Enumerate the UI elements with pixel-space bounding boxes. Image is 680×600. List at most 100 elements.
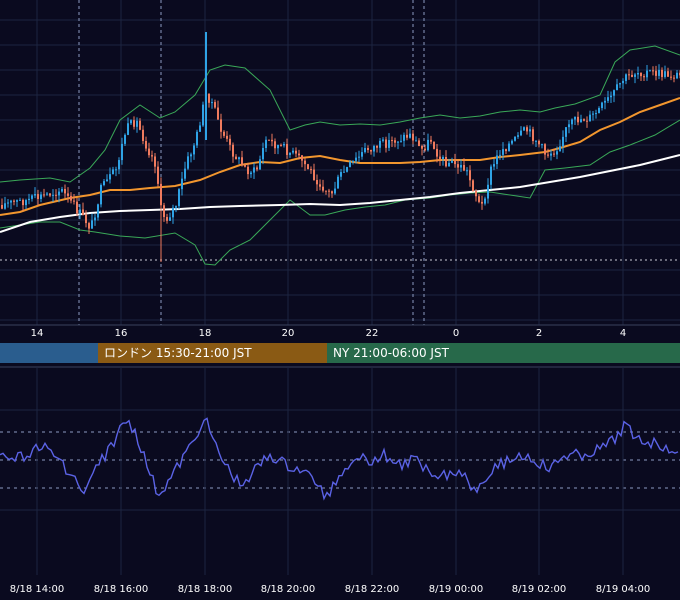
candle-body — [382, 139, 384, 141]
candle-body — [292, 150, 294, 153]
candle-body — [211, 102, 213, 104]
candle-body — [310, 169, 312, 171]
candle-body — [118, 160, 120, 170]
candle-body — [223, 131, 225, 136]
candle-body — [370, 149, 372, 152]
candle-body — [136, 120, 138, 127]
candle-body — [67, 193, 69, 196]
candle-body — [355, 157, 357, 161]
candle-body — [445, 156, 447, 167]
x-tick-label: 2 — [535, 328, 543, 339]
candle-body — [40, 194, 42, 199]
candle-body — [628, 74, 630, 76]
candle-body — [415, 140, 417, 142]
candle-body — [619, 83, 621, 85]
candle-body — [364, 148, 366, 153]
candle-body — [595, 113, 597, 115]
candle-body — [514, 136, 516, 141]
candle-body — [592, 113, 594, 115]
candle-body — [214, 102, 216, 108]
candle-body — [268, 139, 270, 141]
candle-body — [676, 72, 678, 79]
candle-body — [4, 203, 6, 209]
candle-body — [358, 156, 360, 158]
candle-body — [544, 144, 546, 155]
candle-body — [409, 133, 411, 138]
candle-body — [46, 193, 48, 195]
candle-body — [655, 70, 657, 76]
candle-body — [499, 154, 501, 156]
candle-body — [274, 141, 276, 149]
candle-body — [403, 134, 405, 141]
candle-body — [256, 167, 258, 170]
candle-body — [502, 149, 504, 155]
candle-body — [97, 204, 99, 218]
candle-body — [553, 153, 555, 155]
candle-body — [49, 193, 51, 196]
candle-body — [307, 164, 309, 170]
candle-body — [262, 148, 264, 160]
candle-body — [148, 148, 150, 156]
candle-body — [343, 171, 345, 173]
candle-body — [475, 190, 477, 197]
x-tick-label: 20 — [281, 328, 295, 339]
candle-body — [550, 153, 552, 156]
candle-body — [334, 188, 336, 194]
candle-body — [478, 196, 480, 202]
x-tick-label: 4 — [619, 328, 627, 339]
candle-body — [484, 198, 486, 204]
candle-body — [331, 191, 333, 194]
x-tick-label: 8/18 14:00 — [9, 584, 65, 595]
candle-body — [319, 184, 321, 187]
candle-body — [124, 134, 126, 144]
candle-body — [352, 160, 354, 162]
candle-body — [604, 100, 606, 103]
candle-body — [421, 145, 423, 149]
candle-body — [658, 69, 660, 76]
x-tick-label: 8/18 22:00 — [344, 584, 400, 595]
x-tick-label: 22 — [365, 328, 379, 339]
candle-body — [115, 169, 117, 171]
candle-body — [226, 135, 228, 139]
candle-body — [7, 202, 9, 204]
candle-body — [577, 116, 579, 123]
x-tick-label: 8/18 16:00 — [93, 584, 149, 595]
candle-body — [184, 168, 186, 179]
candle-body — [634, 74, 636, 77]
candle-body — [19, 199, 21, 201]
candle-body — [466, 170, 468, 172]
x-tick-label: 16 — [114, 328, 128, 339]
candle-body — [442, 156, 444, 160]
candle-body — [127, 123, 129, 135]
candle-body — [181, 178, 183, 190]
candle-body — [574, 116, 576, 120]
candle-body — [247, 166, 249, 175]
candle-body — [208, 93, 210, 103]
session-london: ロンドン 15:30-21:00 JST — [104, 346, 252, 360]
candle-body — [190, 154, 192, 157]
candle-body — [448, 162, 450, 167]
candle-body — [25, 200, 27, 206]
candle-body — [64, 188, 66, 194]
candle-body — [538, 140, 540, 145]
candle-body — [505, 149, 507, 152]
candle-body — [652, 70, 654, 72]
candle-body — [154, 156, 156, 167]
candle-body — [10, 200, 12, 203]
x-tick-label: 8/19 02:00 — [511, 584, 567, 595]
candle-body — [565, 127, 567, 137]
candle-body — [175, 206, 177, 208]
candle-body — [91, 220, 93, 229]
candle-body — [472, 180, 474, 191]
candle-body — [139, 120, 141, 130]
candle-body — [28, 198, 30, 201]
candle-body — [106, 179, 108, 182]
candle-body — [490, 166, 492, 185]
candle-body — [145, 140, 147, 149]
candle-body — [112, 169, 114, 175]
candle-body — [493, 164, 495, 167]
candle-body — [259, 159, 261, 170]
candle-body — [76, 201, 78, 214]
candle-body — [397, 141, 399, 143]
